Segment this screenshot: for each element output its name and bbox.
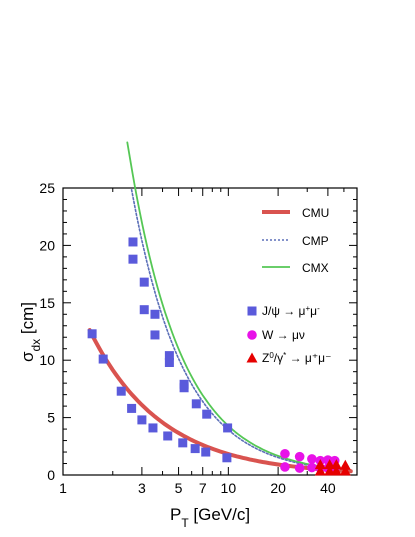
point-jpsi xyxy=(127,403,137,413)
point-w xyxy=(307,454,317,464)
point-z xyxy=(330,459,342,470)
x-axis-title: PT [GeV/c] xyxy=(170,505,250,530)
point-w xyxy=(280,448,290,459)
point-jpsi xyxy=(190,444,200,454)
point-jpsi xyxy=(87,329,97,339)
point-jpsi xyxy=(191,399,201,409)
y-tick-label: 10 xyxy=(39,352,55,368)
point-jpsi xyxy=(148,423,158,433)
point-z xyxy=(314,465,326,476)
x-tick-label: 1 xyxy=(59,480,67,496)
y-tick-label: 5 xyxy=(47,410,55,426)
point-jpsi xyxy=(223,423,233,433)
legend-label-cmp: CMP xyxy=(302,234,329,248)
y-tick-label: 15 xyxy=(39,295,55,311)
axis-titles: PT [GeV/c] σdx [cm] xyxy=(18,302,250,530)
legend-label-z: Z0/γ* → μ⁺μ⁻ xyxy=(262,351,331,366)
legend-marker-w xyxy=(247,330,257,340)
point-jpsi xyxy=(128,254,138,264)
point-jpsi xyxy=(98,354,108,364)
point-w xyxy=(294,463,305,473)
y-tick-label: 20 xyxy=(39,237,55,253)
x-tick-label: 40 xyxy=(320,480,336,496)
x-tick-label: 5 xyxy=(175,480,183,496)
legend-marker-z xyxy=(246,352,258,363)
legend-label-cmx: CMX xyxy=(302,261,329,275)
x-tick-label: 3 xyxy=(138,480,146,496)
point-jpsi xyxy=(222,453,232,463)
legend-label-jpsi: J/ψ → μ+μ- xyxy=(262,304,320,319)
point-jpsi xyxy=(163,431,173,441)
point-jpsi xyxy=(128,237,138,247)
point-jpsi xyxy=(179,383,189,393)
point-jpsi xyxy=(164,357,174,367)
data-markers xyxy=(87,237,351,476)
point-jpsi xyxy=(139,305,149,315)
point-jpsi xyxy=(150,309,160,319)
point-z xyxy=(339,465,351,476)
point-jpsi xyxy=(178,438,188,448)
point-jpsi xyxy=(116,386,126,396)
point-jpsi xyxy=(164,351,174,361)
legend-marker-jpsi xyxy=(247,306,257,316)
y-tick-label: 0 xyxy=(47,467,55,483)
point-jpsi xyxy=(139,277,149,287)
point-z xyxy=(339,459,351,470)
point-jpsi xyxy=(201,447,211,457)
x-tick-label: 10 xyxy=(221,480,237,496)
y-axis-title: σdx [cm] xyxy=(18,302,43,362)
x-tick-label: 20 xyxy=(270,480,286,496)
point-z xyxy=(330,465,342,476)
x-tick-label: 7 xyxy=(199,480,207,496)
point-w xyxy=(280,462,290,472)
point-jpsi xyxy=(202,409,212,419)
legend-label-cmu: CMU xyxy=(302,206,329,220)
plot-frame xyxy=(62,187,358,476)
legend-label-w: W → μν xyxy=(262,328,305,342)
point-jpsi xyxy=(137,415,147,425)
point-w xyxy=(307,462,317,473)
point-z xyxy=(314,459,326,470)
point-jpsi xyxy=(150,330,160,340)
y-tick-label: 25 xyxy=(39,180,55,196)
point-w xyxy=(294,451,305,462)
legend: CMU CMP CMX J/ψ → μ+μ- W → μν Z0/γ* → μ⁺μ⁻ xyxy=(246,206,331,366)
